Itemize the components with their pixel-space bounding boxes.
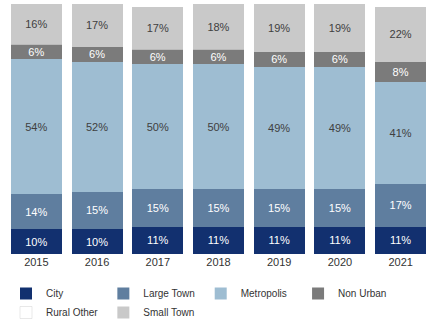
svg-text:17%: 17% xyxy=(86,19,108,31)
svg-text:Metropolis: Metropolis xyxy=(241,288,287,299)
svg-text:Large Town: Large Town xyxy=(143,288,195,299)
svg-text:8%: 8% xyxy=(393,66,409,78)
svg-text:6%: 6% xyxy=(271,53,287,65)
svg-text:50%: 50% xyxy=(147,121,169,133)
svg-text:15%: 15% xyxy=(86,204,108,216)
svg-text:2018: 2018 xyxy=(206,256,230,268)
svg-text:2017: 2017 xyxy=(146,256,170,268)
svg-text:2019: 2019 xyxy=(267,256,291,268)
svg-text:10%: 10% xyxy=(25,236,47,248)
svg-text:52%: 52% xyxy=(86,121,108,133)
svg-text:11%: 11% xyxy=(329,234,350,246)
svg-text:11%: 11% xyxy=(390,234,411,246)
svg-text:6%: 6% xyxy=(210,51,226,63)
svg-text:11%: 11% xyxy=(208,234,229,246)
svg-text:50%: 50% xyxy=(207,121,229,133)
svg-text:41%: 41% xyxy=(390,127,412,139)
svg-text:14%: 14% xyxy=(25,206,47,218)
svg-text:2020: 2020 xyxy=(328,256,352,268)
svg-text:49%: 49% xyxy=(268,122,290,134)
svg-text:11%: 11% xyxy=(269,234,290,246)
svg-text:Non Urban: Non Urban xyxy=(338,288,386,299)
svg-text:15%: 15% xyxy=(207,202,229,214)
svg-text:15%: 15% xyxy=(268,202,290,214)
svg-text:6%: 6% xyxy=(332,53,348,65)
svg-text:54%: 54% xyxy=(25,121,47,133)
svg-text:15%: 15% xyxy=(329,202,351,214)
svg-text:49%: 49% xyxy=(329,122,351,134)
svg-text:11%: 11% xyxy=(147,234,168,246)
svg-text:17%: 17% xyxy=(390,199,412,211)
svg-text:2021: 2021 xyxy=(388,256,412,268)
svg-text:22%: 22% xyxy=(390,28,412,40)
svg-text:Small Town: Small Town xyxy=(143,307,194,318)
svg-text:6%: 6% xyxy=(89,48,105,60)
svg-text:2015: 2015 xyxy=(24,256,48,268)
svg-text:19%: 19% xyxy=(268,22,290,34)
svg-text:6%: 6% xyxy=(150,51,166,63)
svg-text:15%: 15% xyxy=(147,202,169,214)
svg-text:6%: 6% xyxy=(28,46,44,58)
svg-text:Rural Other: Rural Other xyxy=(46,307,98,318)
svg-text:17%: 17% xyxy=(147,22,169,34)
svg-text:18%: 18% xyxy=(207,21,229,33)
svg-text:19%: 19% xyxy=(329,22,351,34)
svg-text:2016: 2016 xyxy=(85,256,109,268)
svg-text:City: City xyxy=(46,288,63,299)
svg-text:16%: 16% xyxy=(25,18,47,30)
svg-text:10%: 10% xyxy=(86,236,108,248)
